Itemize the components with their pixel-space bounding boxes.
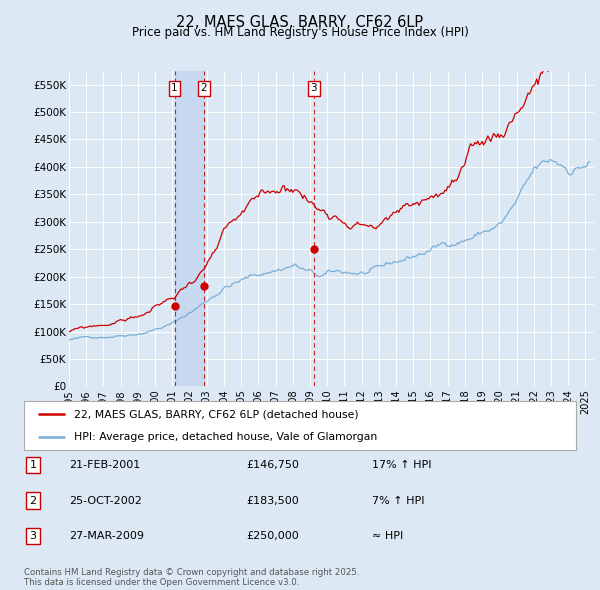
Text: 2: 2 [200, 83, 207, 93]
Text: ≈ HPI: ≈ HPI [372, 531, 403, 541]
Text: Price paid vs. HM Land Registry's House Price Index (HPI): Price paid vs. HM Land Registry's House … [131, 26, 469, 39]
Text: 17% ↑ HPI: 17% ↑ HPI [372, 460, 431, 470]
Text: £250,000: £250,000 [246, 531, 299, 541]
Text: £183,500: £183,500 [246, 496, 299, 506]
Text: HPI: Average price, detached house, Vale of Glamorgan: HPI: Average price, detached house, Vale… [74, 431, 377, 441]
Text: 3: 3 [29, 531, 37, 541]
Text: 1: 1 [29, 460, 37, 470]
Text: 25-OCT-2002: 25-OCT-2002 [69, 496, 142, 506]
Text: 21-FEB-2001: 21-FEB-2001 [69, 460, 140, 470]
Bar [175, 71, 203, 386]
Text: 7% ↑ HPI: 7% ↑ HPI [372, 496, 425, 506]
Text: £146,750: £146,750 [246, 460, 299, 470]
Text: 2: 2 [29, 496, 37, 506]
Text: 22, MAES GLAS, BARRY, CF62 6LP: 22, MAES GLAS, BARRY, CF62 6LP [176, 15, 424, 30]
Text: 1: 1 [171, 83, 178, 93]
Text: 3: 3 [311, 83, 317, 93]
Text: 22, MAES GLAS, BARRY, CF62 6LP (detached house): 22, MAES GLAS, BARRY, CF62 6LP (detached… [74, 409, 358, 419]
Text: Contains HM Land Registry data © Crown copyright and database right 2025.
This d: Contains HM Land Registry data © Crown c… [24, 568, 359, 587]
Text: 27-MAR-2009: 27-MAR-2009 [69, 531, 144, 541]
